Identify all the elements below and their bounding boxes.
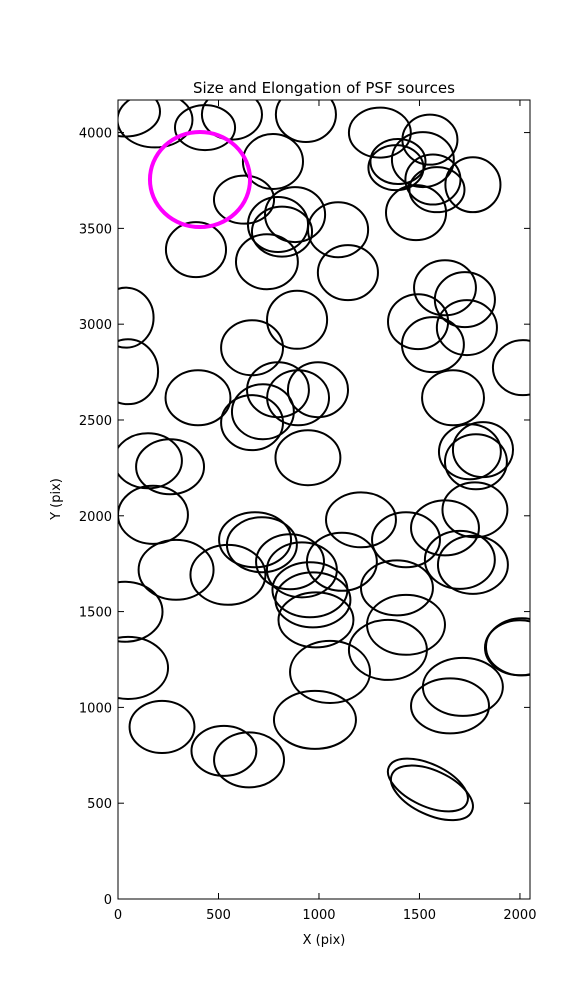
- psf-ellipse: [484, 617, 530, 677]
- psf-ellipse: [289, 639, 372, 704]
- psf-ellipse: [443, 433, 508, 491]
- psf-ellipse: [347, 618, 428, 681]
- psf-ellipse: [435, 299, 498, 357]
- psf-ellipse: [444, 156, 502, 214]
- psf-ellipse: [371, 511, 441, 569]
- psf-ellipse: [128, 699, 196, 754]
- psf-ellipse: [423, 529, 496, 590]
- psf-ellipse: [274, 100, 337, 144]
- psf-ellipse: [421, 369, 485, 427]
- psf-ellipse: [390, 131, 455, 189]
- psf-ellipse: [255, 533, 326, 591]
- y-axis-label: Y (pix): [49, 478, 64, 521]
- plot-area: [118, 100, 530, 822]
- psf-ellipse: [385, 184, 448, 242]
- psf-ellipse: [436, 534, 509, 595]
- psf-ellipse: [307, 201, 370, 259]
- psf-ellipse: [241, 133, 304, 191]
- axes-frame: [117, 99, 531, 900]
- psf-ellipse: [316, 244, 379, 302]
- psf-ellipse: [118, 484, 189, 545]
- psf-ellipse: [272, 689, 357, 750]
- y-tick-label: 500: [87, 797, 112, 812]
- psf-ellipse: [400, 316, 465, 374]
- y-tick-label: 0: [104, 893, 112, 908]
- psf-ellipse: [441, 481, 509, 539]
- psf-ellipse: [164, 221, 228, 279]
- psf-ellipse: [389, 764, 474, 822]
- psf-ellipse: [118, 338, 160, 406]
- chart-title: Size and Elongation of PSF sources: [193, 79, 455, 97]
- psf-ellipse: [274, 571, 352, 629]
- y-tick-label: 3000: [79, 318, 112, 333]
- x-tick-label: 2000: [503, 908, 536, 923]
- psf-ellipse: [359, 559, 434, 617]
- psf-ellipse: [286, 361, 350, 419]
- psf-ellipse: [190, 724, 258, 777]
- psf-ellipse: [212, 174, 276, 225]
- psf-ellipse: [410, 499, 480, 557]
- psf-ellipse: [491, 339, 530, 397]
- psf-ellipse: [325, 491, 397, 549]
- psf-ellipse: [246, 361, 310, 419]
- psf-ellipse: [408, 166, 466, 214]
- psf-ellipse: [218, 511, 293, 569]
- psf-ellipse: [277, 591, 355, 649]
- psf-ellipse: [274, 429, 342, 487]
- psf-ellipse: [250, 205, 314, 258]
- psf-ellipse: [230, 383, 295, 441]
- psf-ellipse: [410, 677, 491, 735]
- psf-ellipse: [189, 543, 267, 606]
- psf-ellipse: [347, 106, 412, 159]
- psf-ellipse: [118, 286, 155, 349]
- psf-ellipse: [164, 369, 232, 427]
- psf-ellipse: [200, 100, 263, 141]
- psf-ellipse: [220, 394, 285, 452]
- psf-ellipse: [266, 289, 329, 350]
- psf-ellipse: [118, 635, 170, 700]
- psf-ellipse: [413, 259, 477, 317]
- psf-ellipse: [213, 731, 286, 789]
- y-tick-label: 1000: [79, 701, 112, 716]
- y-tick-label: 4000: [79, 127, 112, 142]
- x-tick-label: 0: [114, 908, 122, 923]
- y-tick-label: 2000: [79, 510, 112, 525]
- psf-ellipse: [451, 421, 515, 479]
- y-tick-label: 3500: [79, 222, 112, 237]
- highlight-ellipse: [147, 129, 253, 230]
- psf-ellipse: [264, 186, 327, 244]
- psf-ellipse: [118, 580, 164, 643]
- x-tick-label: 1000: [302, 908, 335, 923]
- y-tick-label: 2500: [79, 414, 112, 429]
- psf-ellipse: [137, 538, 215, 601]
- y-tick-label: 1500: [79, 606, 112, 621]
- x-axis-label: X (pix): [303, 933, 346, 948]
- x-tick-label: 500: [206, 908, 231, 923]
- psf-ellipse: [135, 438, 206, 496]
- psf-ellipse: [118, 100, 194, 149]
- x-tick-label: 1500: [403, 908, 436, 923]
- psf-ellipse: [234, 233, 299, 291]
- psf-ellipse: [386, 757, 469, 813]
